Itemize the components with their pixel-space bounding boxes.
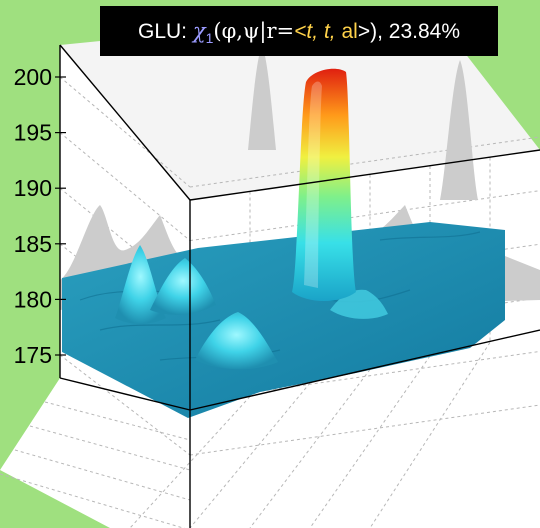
z-tick-label: 195 (14, 120, 52, 146)
projection-peak-right (440, 60, 478, 200)
back-wall-top (60, 8, 540, 200)
title-context-open: < (294, 20, 307, 43)
floor-grid-line (29, 425, 191, 471)
z-axis-ticks: 200 195 190 185 180 175 (14, 64, 66, 368)
title-chi-symbol: χ (192, 19, 206, 43)
title-percent: 23.84% (388, 20, 460, 43)
left-shoulder (150, 258, 216, 315)
wall-grid-line (189, 190, 540, 242)
title-context-2: t (323, 20, 330, 43)
box-edges (59, 44, 540, 528)
wall-grid-line (189, 136, 540, 188)
title-chi-subscript: 1 (205, 30, 214, 46)
z-tick-label: 200 (14, 64, 52, 90)
title-context-1: t (306, 20, 313, 43)
z-tick-label: 185 (14, 231, 52, 257)
projection-peak-back (248, 45, 276, 150)
floor-grid-line (189, 382, 311, 528)
floor-grid-line (369, 342, 491, 528)
floor-grid-line (44, 401, 191, 441)
title-context-3: al (341, 20, 358, 43)
title-context-close: >), (357, 20, 383, 43)
front-peak (195, 312, 278, 370)
title-phi-psi: (φ,ψ|r= (213, 19, 295, 43)
wall-grid-line (59, 132, 191, 241)
z-tick-label: 175 (14, 342, 52, 368)
wall-grid-line (189, 404, 540, 456)
floor-grid-line (14, 449, 191, 501)
chart-title: GLU: χ1(φ,ψ|r=<t, t, al>), 23.84% (100, 6, 498, 56)
dominant-peak (292, 68, 356, 301)
floor-grid-line (309, 355, 431, 528)
z-tick-label: 180 (14, 286, 52, 312)
title-residue: GLU: (138, 20, 188, 43)
title-context-sep-1: , (312, 20, 319, 43)
title-context-sep-2: , (329, 20, 336, 43)
floor-plane (0, 330, 540, 528)
dominant-peak-highlight (304, 81, 322, 288)
z-tick-label: 190 (14, 175, 52, 201)
wall-grid-line (59, 76, 191, 188)
